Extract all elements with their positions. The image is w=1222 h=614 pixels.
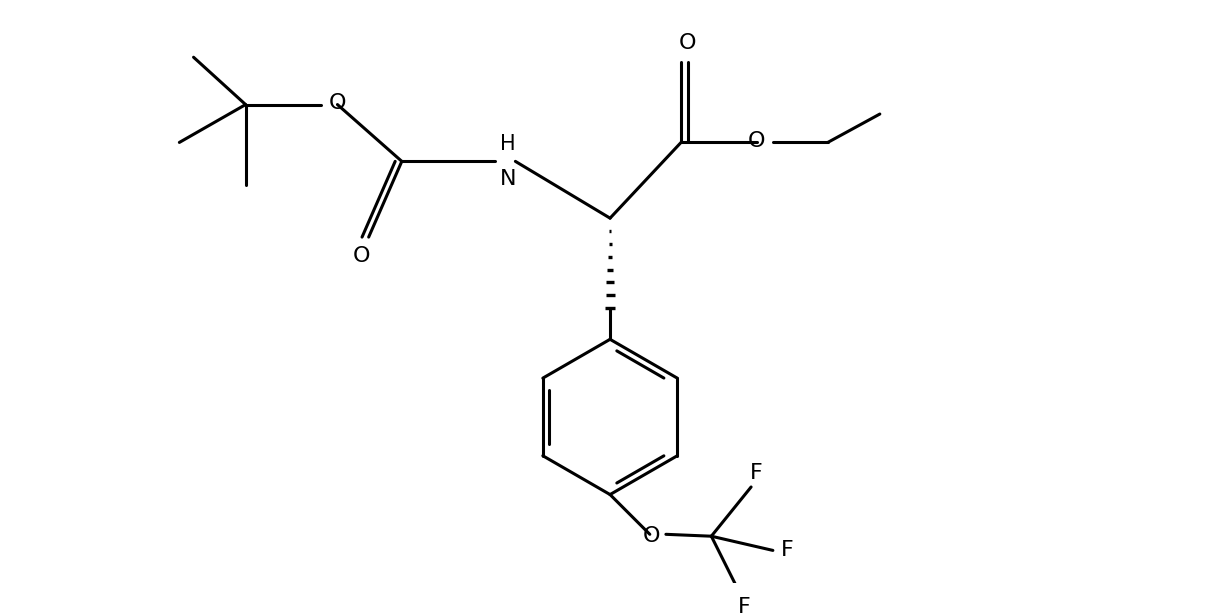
Text: F: F	[781, 540, 793, 561]
Text: F: F	[738, 597, 750, 614]
Text: O: O	[643, 526, 660, 546]
Text: N: N	[500, 169, 516, 189]
Text: O: O	[679, 33, 697, 53]
Text: O: O	[352, 246, 370, 266]
Text: O: O	[748, 131, 765, 150]
Text: H: H	[500, 134, 516, 154]
Text: O: O	[329, 93, 346, 113]
Text: F: F	[749, 463, 763, 483]
